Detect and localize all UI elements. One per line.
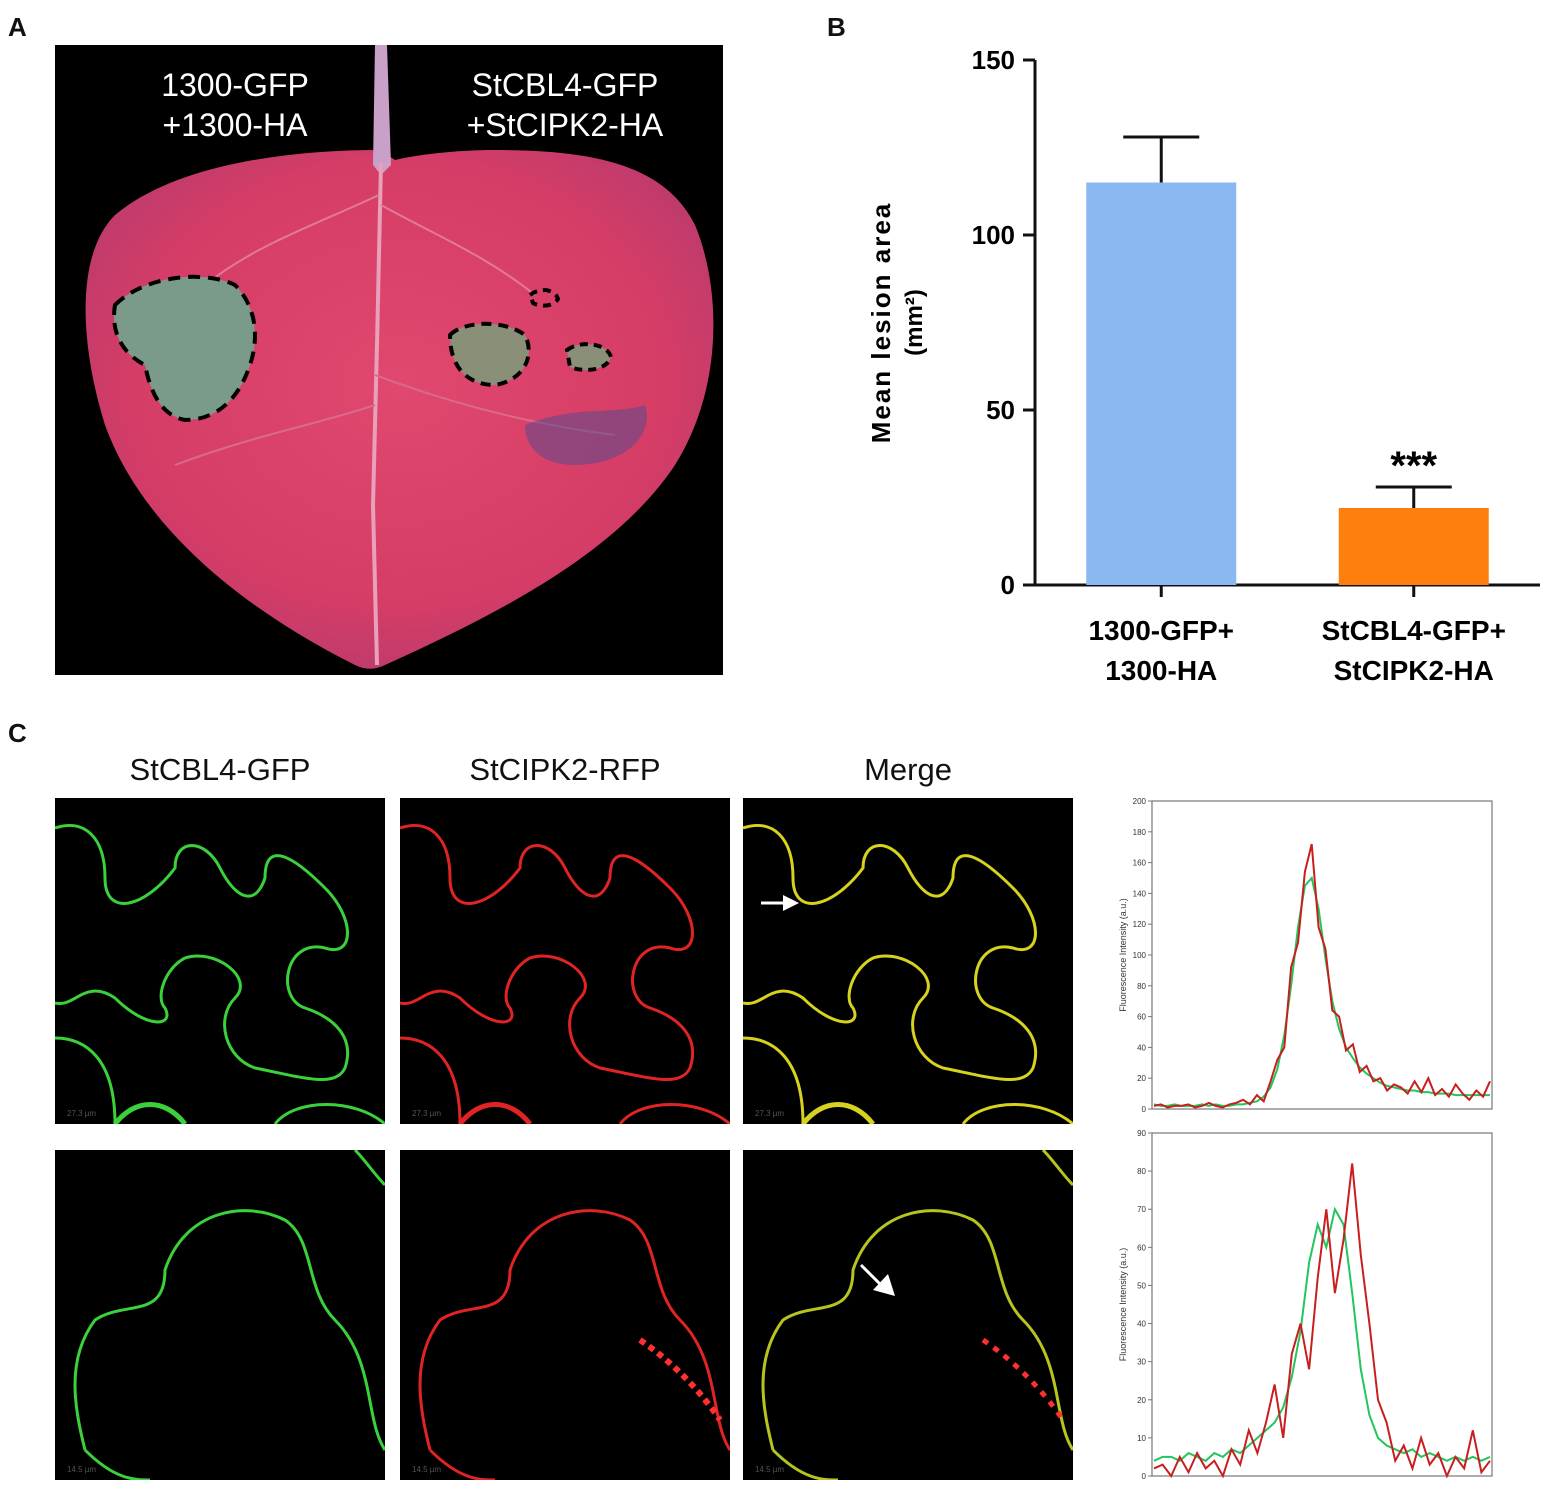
leaf-label-left-line1: 1300-GFP [161, 67, 309, 103]
y-tick-label-4: 40 [1137, 1320, 1146, 1329]
leaf-midrib [370, 162, 383, 666]
arrow-icon-merge-top [761, 895, 799, 911]
y-tick-label-9: 180 [1133, 828, 1147, 837]
y-tick-label-9: 90 [1137, 1129, 1146, 1138]
intensity-profile-top: 0 20 40 60 80 100 120 140 160 180 200 Fluorescence … [1118, 797, 1493, 1114]
scale-bar-rfp-top: 27.3 µm [412, 1109, 441, 1118]
bar-1 [1338, 508, 1489, 585]
y-tick-label-7: 140 [1133, 889, 1147, 898]
plot-frame [1151, 800, 1493, 1110]
lesion-left [114, 276, 256, 420]
y-tick-label-4: 80 [1137, 982, 1146, 991]
bar-0 [1086, 182, 1237, 585]
panel-letter-b: B [827, 12, 846, 42]
scale-bar-merge-top: 27.3 µm [755, 1109, 784, 1118]
y-tick-label-6: 120 [1133, 920, 1147, 929]
y-axis-label: Fluorescence Intensity (a.u.) [1118, 898, 1128, 1012]
leaf-label-right-line1: StCBL4-GFP [471, 67, 659, 103]
y-tick-label-2: 40 [1137, 1043, 1146, 1052]
lesion-right-top [527, 288, 561, 308]
y-tick-label-0: 0 [1001, 570, 1015, 600]
col-title-gfp: StCBL4-GFP [129, 752, 311, 787]
lesion-right-outline [447, 321, 531, 388]
x-tick-label-0-1: 1300-HA [1105, 655, 1217, 686]
y-tick-label-0: 0 [1142, 1105, 1147, 1114]
micro-merge-bottom: 14.5 µm [743, 1150, 1073, 1480]
y-tick-label-2: 100 [972, 220, 1015, 250]
y-tick-label-5: 50 [1137, 1281, 1146, 1290]
series-line-1 [1153, 1163, 1491, 1479]
panel-letter-a: A [8, 12, 27, 42]
blue-patch-right [525, 405, 647, 465]
lesion-right [450, 323, 529, 385]
leaf-label-right: StCBL4-GFP +StCIPK2-HA [425, 65, 705, 145]
leaf-vein-left-2 [174, 404, 376, 466]
x-tick-label-1-0: StCBL4-GFP+ [1322, 615, 1506, 646]
series-line-1 [1153, 843, 1491, 1109]
cell-outline-rfp-bottom [418, 1209, 730, 1451]
leaf-stem [373, 45, 391, 175]
plot-frame [1151, 1132, 1493, 1477]
leaf-label-right-line2: +StCIPK2-HA [466, 107, 664, 143]
scale-bar-merge-bottom: 14.5 µm [755, 1465, 784, 1474]
lesion-left-outline [112, 274, 257, 423]
leaf-label-left: 1300-GFP +1300-HA [115, 65, 355, 145]
y-tick-label-1: 10 [1137, 1434, 1146, 1443]
x-tick-label-1-1: StCIPK2-HA [1334, 655, 1494, 686]
leaf-vein-right-1 [380, 204, 536, 296]
y-tick-label-1: 50 [986, 395, 1015, 425]
lesion-right-small [564, 342, 614, 372]
col-title-merge: Merge [864, 752, 952, 787]
micro-gfp-bottom: 14.5 µm [55, 1150, 385, 1480]
leaf-blade [85, 150, 714, 669]
cell-outline-rfp-top [400, 824, 695, 1081]
y-tick-label-10: 200 [1133, 797, 1147, 806]
leaf-vein-left-1 [204, 194, 380, 286]
y-tick-label-2: 20 [1137, 1396, 1146, 1405]
cell-outline-merge-top [743, 824, 1038, 1081]
col-title-rfp: StCIPK2-RFP [469, 752, 661, 787]
arrow-icon-merge-bottom [859, 1263, 895, 1296]
y-tick-label-8: 160 [1133, 859, 1147, 868]
cell-outline-merge-bottom [761, 1209, 1073, 1451]
micro-merge-top: 27.3 µm [743, 798, 1073, 1124]
micro-rfp-bottom: 14.5 µm [400, 1150, 730, 1480]
y-tick-label-3: 150 [972, 45, 1015, 75]
panel-letter-c: C [8, 718, 27, 748]
leaf-label-left-line2: +1300-HA [162, 107, 308, 143]
y-tick-label-3: 60 [1137, 1013, 1146, 1022]
y-axis-label: Mean lesion area [866, 202, 896, 444]
leaf-photo: 1300-GFP +1300-HA StCBL4-GFP +StCIPK2-HA [55, 45, 723, 675]
scale-bar-gfp-top: 27.3 µm [67, 1109, 96, 1118]
y-axis-label: Fluorescence Intensity (a.u.) [1118, 1248, 1128, 1362]
y-axis-unit: (mm²) [901, 289, 928, 356]
y-tick-label-8: 80 [1137, 1167, 1146, 1176]
y-tick-label-7: 70 [1137, 1205, 1146, 1214]
x-tick-label-0-0: 1300-GFP+ [1088, 615, 1234, 646]
scale-bar-rfp-bottom: 14.5 µm [412, 1465, 441, 1474]
intensity-profile-bottom: 0 10 20 30 40 50 60 70 80 90 Fluorescence Intensit… [1118, 1129, 1493, 1481]
scale-bar-gfp-bottom: 14.5 µm [67, 1465, 96, 1474]
significance-label-1: *** [1390, 444, 1437, 488]
y-tick-label-5: 100 [1133, 951, 1147, 960]
y-tick-label-0: 0 [1142, 1472, 1147, 1481]
micro-gfp-top: 27.3 µm [55, 798, 385, 1124]
cell-outline-gfp-top [55, 824, 350, 1081]
cell-outline-gfp-bottom [73, 1209, 385, 1451]
y-tick-label-6: 60 [1137, 1243, 1146, 1252]
micro-rfp-top: 27.3 µm [400, 798, 730, 1124]
y-tick-label-3: 30 [1137, 1358, 1146, 1367]
y-tick-label-1: 20 [1137, 1074, 1146, 1083]
lesion-bar-chart: 0 50 100 150 Mean lesion area (mm²) 1300-GFP+ 1… [866, 45, 1540, 686]
